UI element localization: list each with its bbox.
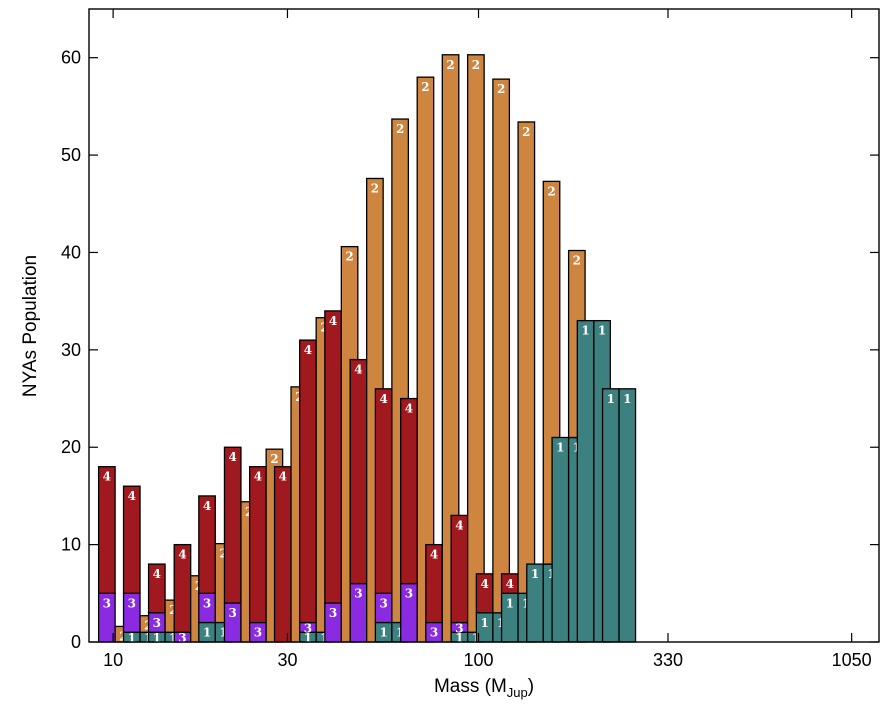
- bar-segment-1: [601, 388, 620, 643]
- bar-segment-label: 3: [304, 621, 312, 635]
- bar-segment-label: 2: [446, 58, 454, 72]
- bar-segment-label: 2: [219, 547, 227, 561]
- bar-segment-label: 4: [304, 343, 312, 357]
- bar-segment-label: 4: [354, 363, 362, 377]
- bar-segment-label: 1: [455, 631, 463, 645]
- bar-segment-label: 2: [396, 122, 404, 136]
- bar-segment-label: 1: [379, 626, 387, 640]
- bar-segment-label: 2: [169, 603, 177, 617]
- x-tick-label: 330: [653, 650, 683, 670]
- bar-segment-label: 3: [430, 626, 438, 640]
- bar-segment-label: 4: [405, 402, 413, 416]
- bar-segment-4: [147, 563, 166, 614]
- bar-segment-4: [122, 485, 141, 594]
- bar-segment-4: [349, 358, 368, 585]
- bar-segment-label: 1: [153, 631, 161, 645]
- bar-segment-label: 2: [421, 80, 429, 94]
- bar-segment-label: 1: [506, 596, 514, 610]
- bar-segment-label: 2: [547, 184, 555, 198]
- bar-segment-label: 1: [219, 626, 227, 640]
- bar-segment-label: 1: [623, 392, 631, 406]
- x-tick-label: 1050: [832, 650, 872, 670]
- bar-segment-label: 4: [329, 314, 337, 328]
- bar-segment-label: 3: [379, 596, 387, 610]
- bar-segment-1: [618, 388, 637, 643]
- bar-segment-label: 1: [169, 631, 177, 645]
- bars: 3421341213412342134123423424213412342342…: [97, 54, 637, 645]
- bar-segment-label: 2: [371, 181, 379, 195]
- bar-segment-4: [299, 339, 317, 624]
- bar-segment-2: [492, 78, 511, 614]
- x-axis-title: Mass (MJup): [434, 676, 534, 700]
- bar-segment-label: 4: [153, 567, 161, 581]
- y-tick-label: 10: [61, 535, 81, 555]
- bar-segment-label: 1: [581, 324, 589, 338]
- bar-segment-label: 4: [455, 518, 463, 532]
- bar-segment-label: 3: [103, 596, 111, 610]
- bar-segment-label: 4: [229, 450, 237, 464]
- y-tick-label: 50: [61, 145, 81, 165]
- bar-segment-label: 4: [430, 548, 438, 562]
- bar-segment-4: [223, 446, 242, 604]
- x-tick-label: 10: [103, 650, 123, 670]
- bar-segment-label: 3: [329, 606, 337, 620]
- x-tick-label: 100: [463, 650, 493, 670]
- y-tick-label: 40: [61, 242, 81, 262]
- bar-segment-4: [400, 397, 418, 585]
- bar-segment-label: 2: [270, 452, 278, 466]
- bar-segment-label: 1: [203, 626, 211, 640]
- bar-segment-1: [551, 436, 570, 643]
- bar-segment-label: 3: [354, 587, 362, 601]
- bar-segment-label: 1: [480, 616, 488, 630]
- bar-segment-label: 2: [522, 125, 530, 139]
- bar-segment-label: 1: [556, 440, 564, 454]
- bar-segment-label: 4: [254, 470, 262, 484]
- bar-segment-label: 4: [128, 489, 136, 503]
- bar-segment-label: 2: [472, 58, 480, 72]
- y-tick-label: 20: [61, 437, 81, 457]
- bar-segment-4: [324, 310, 342, 604]
- bar-segment-label: 4: [379, 392, 387, 406]
- bar-segment-label: 2: [345, 250, 353, 264]
- y-ticks: 0 10 20 30 40 50 60: [61, 48, 879, 652]
- bar-segment-label: 3: [128, 596, 136, 610]
- bar-segment-1: [576, 319, 595, 643]
- bar-segment-label: 3: [203, 596, 211, 610]
- y-tick-label: 0: [71, 632, 81, 652]
- bar-segment-label: 3: [229, 606, 237, 620]
- y-axis-title: NYAs Population: [20, 255, 41, 397]
- y-tick-label: 30: [61, 340, 81, 360]
- bar-segment-label: 3: [405, 587, 413, 601]
- bar-segment-4: [97, 466, 116, 594]
- bar-segment-label: 3: [455, 621, 463, 635]
- bar-segment-label: 1: [598, 324, 606, 338]
- bar-segment-label: 4: [103, 470, 111, 484]
- bar-segment-label: 2: [573, 254, 581, 268]
- bar-segment-label: 2: [497, 82, 505, 96]
- bar-segment-label: 4: [279, 470, 287, 484]
- y-tick-label: 60: [61, 48, 81, 68]
- bar-segment-label: 3: [153, 616, 161, 630]
- x-ticks: 10 30 100 330 1050: [103, 9, 872, 670]
- plot-frame: [88, 8, 880, 643]
- bar-segment-label: 1: [607, 392, 615, 406]
- bar-segment-4: [374, 388, 393, 594]
- x-tick-label: 30: [277, 650, 297, 670]
- bar-segment-label: 4: [506, 577, 514, 591]
- bar-segment-label: 1: [531, 567, 539, 581]
- bar-segment-2: [466, 54, 485, 633]
- bar-segment-label: 4: [480, 577, 488, 591]
- bar-segment-2: [517, 121, 536, 594]
- bar-segment-4: [248, 466, 267, 624]
- bar-segment-label: 3: [178, 631, 186, 645]
- bar-segment-label: 4: [203, 499, 211, 513]
- bar-segment-4: [273, 466, 292, 643]
- bar-segment-label: 1: [304, 631, 312, 645]
- bar-segment-label: 1: [128, 631, 136, 645]
- bar-segment-label: 3: [254, 626, 262, 640]
- bar-segment-label: 4: [178, 548, 186, 562]
